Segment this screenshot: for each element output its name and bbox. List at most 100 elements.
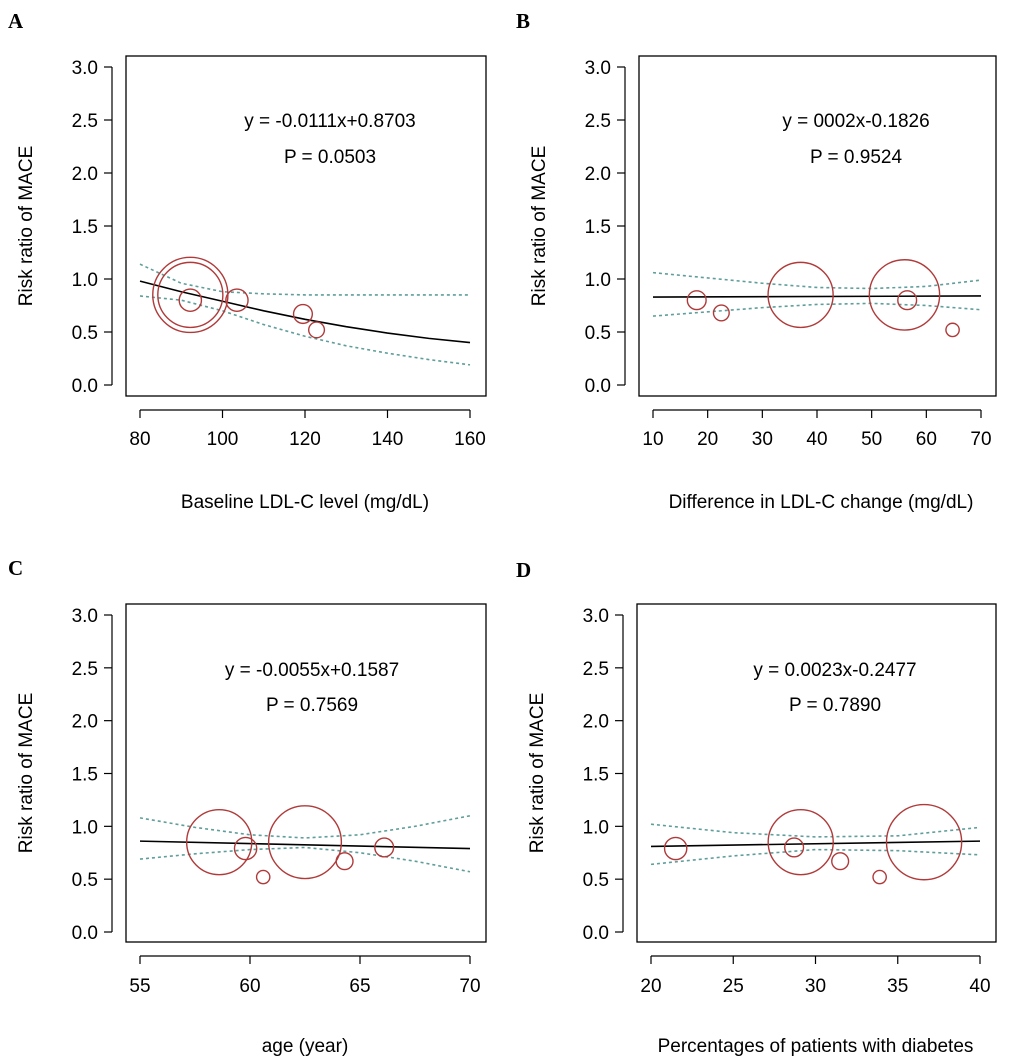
y-tick-label: 0.5 [583, 870, 609, 891]
panel-c: C 0.0 0.5 1.0 1.5 2.0 2.5 3.0 55 60 65 70 age (year)… [8, 556, 487, 1057]
y-tick-label: 0.5 [72, 323, 98, 344]
plot-frame [125, 603, 487, 943]
y-tick-label: 2.0 [583, 712, 609, 733]
plot-frame [125, 55, 487, 397]
y-tick-label: 1.5 [72, 217, 98, 238]
p-value: P = 0.7569 [266, 695, 358, 716]
ci-lower-line [139, 295, 471, 366]
y-axis-title: Risk ratio of MACE [529, 146, 550, 306]
x-tick-label: 55 [129, 976, 150, 997]
regression-equation: y = -0.0111x+0.8703 [244, 111, 415, 132]
x-tick-label: 20 [697, 429, 718, 450]
study-bubble [767, 808, 834, 876]
y-tick-label: 0.0 [72, 376, 98, 397]
y-tick-label: 0.0 [72, 923, 98, 944]
study-bubble [831, 852, 850, 871]
study-bubble [185, 808, 253, 876]
x-tick-label: 50 [861, 429, 882, 450]
panel-label: C [8, 556, 23, 580]
panel-label: A [8, 9, 24, 33]
study-bubble [178, 288, 203, 313]
y-axis-title: Risk ratio of MACE [16, 146, 37, 306]
p-value: P = 0.0503 [284, 147, 376, 168]
y-tick-label: 1.0 [72, 817, 98, 838]
regression-line [650, 840, 981, 848]
y-tick-label: 1.0 [72, 270, 98, 291]
study-bubble [233, 836, 258, 861]
study-bubble [335, 852, 354, 871]
study-bubble [885, 803, 963, 881]
x-axis-title: Percentages of patients with diabetes [658, 1036, 974, 1057]
x-tick-label: 20 [640, 976, 661, 997]
ci-upper-line [139, 263, 470, 296]
y-axis-title: Risk ratio of MACE [16, 693, 37, 853]
x-tick-label: 70 [970, 429, 991, 450]
y-tick-label: 2.5 [72, 659, 98, 680]
x-axis-title: Baseline LDL-C level (mg/dL) [181, 492, 429, 513]
regression-line [652, 295, 982, 298]
y-tick-label: 3.0 [72, 58, 98, 79]
plot-area [139, 805, 471, 885]
x-tick-label: 10 [642, 429, 663, 450]
study-bubble [292, 303, 314, 325]
x-tick-label: 80 [129, 429, 150, 450]
panel-d: D 0.0 0.5 1.0 1.5 2.0 2.5 3.0 20 25 30 35 40 Percenta… [516, 558, 997, 1057]
panel-a: A 0.0 0.5 1.0 1.5 2.0 2.5 3.0 80 100 120 140 160 Base… [8, 9, 487, 513]
study-bubble [784, 837, 805, 858]
y-tick-label: 2.0 [72, 164, 98, 185]
study-bubble [663, 836, 688, 861]
plot-area [652, 259, 982, 338]
ci-upper-line [139, 814, 471, 839]
y-tick-label: 3.0 [585, 58, 611, 79]
y-tick-label: 3.0 [583, 606, 609, 627]
y-axis-title: Risk ratio of MACE [527, 693, 548, 853]
study-bubble [897, 290, 918, 311]
x-axis-title: Difference in LDL-C change (mg/dL) [669, 492, 974, 513]
regression-equation: y = 0.0023x-0.2477 [753, 660, 916, 681]
study-bubble [686, 290, 707, 311]
study-bubble [945, 322, 960, 338]
x-tick-label: 60 [239, 976, 260, 997]
regression-line [139, 840, 471, 850]
study-bubble [267, 805, 343, 880]
y-tick-label: 1.5 [72, 765, 98, 786]
ci-lower-line [650, 848, 981, 866]
study-bubble [868, 259, 941, 331]
y-tick-label: 3.0 [72, 606, 98, 627]
y-tick-label: 2.5 [585, 111, 611, 132]
x-tick-label: 35 [887, 976, 908, 997]
x-tick-label: 40 [969, 976, 990, 997]
y-tick-label: 0.0 [585, 376, 611, 397]
y-tick-label: 2.0 [585, 164, 611, 185]
x-tick-label: 160 [454, 429, 486, 450]
x-tick-label: 100 [207, 429, 239, 450]
y-tick-label: 0.0 [583, 923, 609, 944]
y-tick-label: 2.0 [72, 712, 98, 733]
panel-label: D [516, 558, 531, 582]
y-tick-label: 0.5 [72, 870, 98, 891]
plot-area [650, 803, 981, 885]
study-bubble [152, 256, 229, 334]
x-tick-label: 30 [805, 976, 826, 997]
plot-area [139, 256, 471, 366]
x-tick-label: 40 [806, 429, 827, 450]
p-value: P = 0.7890 [789, 695, 881, 716]
study-bubble [872, 869, 887, 885]
ci-lower-line [652, 302, 982, 317]
x-tick-label: 140 [372, 429, 404, 450]
plot-frame [636, 603, 997, 943]
x-axis-title: age (year) [262, 1036, 349, 1057]
study-bubble [712, 304, 730, 322]
ci-upper-line [650, 823, 981, 838]
x-tick-label: 30 [752, 429, 773, 450]
p-value: P = 0.9524 [810, 147, 903, 168]
y-tick-label: 1.0 [585, 270, 611, 291]
regression-equation: y = -0.0055x+0.1587 [225, 660, 399, 681]
x-tick-label: 25 [723, 976, 744, 997]
y-tick-label: 2.5 [72, 111, 98, 132]
study-bubble [374, 837, 395, 858]
plot-frame [638, 55, 997, 397]
study-bubble [767, 261, 834, 329]
y-tick-label: 1.5 [585, 217, 611, 238]
